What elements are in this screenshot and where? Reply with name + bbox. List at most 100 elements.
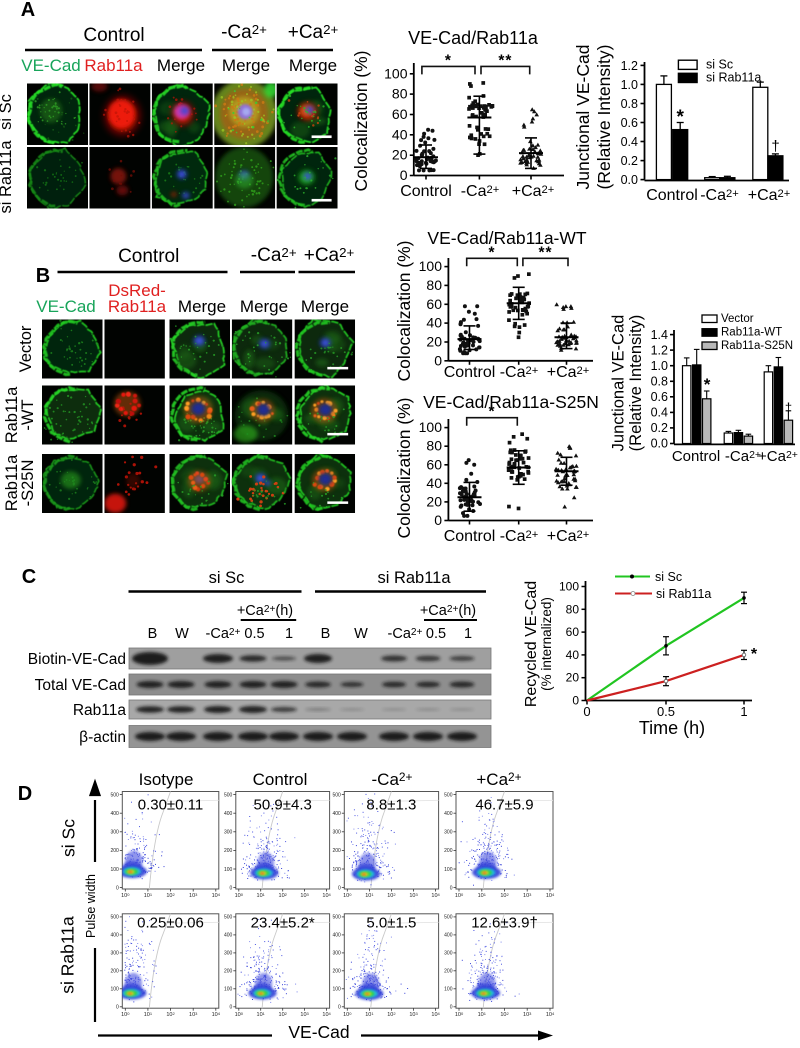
svg-text:100: 100 (343, 1011, 352, 1018)
svg-text:100: 100 (235, 1011, 244, 1018)
svg-text:Merge: Merge (178, 297, 226, 316)
svg-text:400: 400 (110, 811, 119, 817)
svg-text:100: 100 (559, 580, 579, 594)
svg-text:60: 60 (426, 296, 442, 312)
svg-text:0: 0 (434, 512, 442, 528)
svg-text:0.6: 0.6 (651, 390, 668, 404)
svg-text:si Rab11a: si Rab11a (0, 140, 15, 214)
svg-text:200: 200 (332, 848, 341, 854)
svg-text:Merge: Merge (157, 56, 205, 75)
svg-text:104: 104 (431, 892, 440, 899)
svg-text:102: 102 (387, 1011, 396, 1018)
svg-text:100: 100 (332, 867, 341, 873)
svg-text:102: 102 (166, 1011, 175, 1018)
svg-text:(Relative Intensity): (Relative Intensity) (627, 315, 645, 452)
svg-text:500: 500 (224, 792, 233, 798)
svg-text:101: 101 (478, 892, 487, 899)
svg-text:-WT: -WT (19, 399, 37, 430)
svg-text:101: 101 (365, 892, 374, 899)
svg-text:Colocalization (%): Colocalization (%) (394, 397, 414, 538)
svg-text:**: ** (498, 52, 512, 69)
svg-text:20: 20 (566, 671, 580, 685)
svg-text:Control: Control (118, 246, 179, 267)
svg-text:0.25±0.06: 0.25±0.06 (137, 914, 204, 931)
svg-text:400: 400 (444, 933, 453, 939)
svg-text:Total VE-Cad: Total VE-Cad (35, 677, 126, 694)
svg-text:1: 1 (285, 626, 293, 642)
svg-text:Rab11a-S25N: Rab11a-S25N (721, 340, 793, 352)
svg-text:60: 60 (566, 625, 580, 639)
svg-text:0.6: 0.6 (621, 116, 638, 130)
svg-text:103: 103 (409, 892, 418, 899)
svg-text:103: 103 (300, 1011, 309, 1018)
svg-text:si Rab11a: si Rab11a (58, 916, 78, 994)
svg-text:60: 60 (392, 106, 408, 122)
svg-text:*: * (445, 52, 452, 69)
svg-text:100: 100 (419, 258, 443, 274)
svg-text:+Ca2+: +Ca2+ (476, 770, 521, 789)
svg-text:500: 500 (332, 792, 341, 798)
svg-text:-S25N: -S25N (19, 460, 37, 507)
svg-text:Time (h): Time (h) (639, 718, 705, 738)
svg-text:(Relative Intensity): (Relative Intensity) (594, 45, 614, 190)
svg-text:0: 0 (450, 885, 453, 891)
svg-text:102: 102 (166, 892, 175, 899)
svg-text:23.4±5.2*: 23.4±5.2* (251, 914, 315, 931)
svg-text:1: 1 (740, 704, 747, 719)
svg-text:Colocalization (%): Colocalization (%) (394, 240, 414, 381)
svg-text:100: 100 (455, 1011, 464, 1018)
svg-text:Merge: Merge (289, 56, 337, 75)
svg-text:200: 200 (444, 969, 453, 975)
svg-text:400: 400 (110, 933, 119, 939)
svg-text:1.2: 1.2 (651, 343, 668, 357)
svg-text:Control: Control (646, 187, 698, 204)
svg-text:Junctional VE-Cad: Junctional VE-Cad (610, 315, 628, 452)
svg-text:W: W (175, 626, 189, 642)
svg-text:+Ca2+(h): +Ca2+(h) (420, 603, 476, 619)
svg-text:Merge: Merge (222, 56, 270, 75)
svg-text:Rab11a: Rab11a (84, 56, 143, 75)
svg-text:Control: Control (400, 183, 452, 200)
svg-text:80: 80 (426, 438, 442, 454)
svg-text:*: * (488, 244, 495, 261)
svg-text:0: 0 (230, 1005, 233, 1011)
svg-text:400: 400 (332, 933, 341, 939)
svg-text:0.5: 0.5 (426, 626, 446, 642)
svg-text:B: B (321, 626, 331, 642)
svg-text:300: 300 (332, 830, 341, 836)
svg-text:200: 200 (224, 969, 233, 975)
svg-text:B: B (148, 626, 158, 642)
svg-text:104: 104 (212, 1011, 221, 1018)
svg-text:0.2: 0.2 (651, 421, 668, 435)
svg-text:D: D (18, 783, 32, 805)
svg-text:80: 80 (426, 277, 442, 293)
svg-text:40: 40 (426, 475, 442, 491)
svg-text:0.2: 0.2 (621, 154, 638, 168)
svg-text:103: 103 (189, 892, 198, 899)
svg-text:103: 103 (523, 892, 532, 899)
svg-text:0: 0 (116, 885, 119, 891)
svg-text:101: 101 (257, 892, 266, 899)
svg-text:si Sc: si Sc (0, 94, 15, 130)
svg-text:103: 103 (189, 1011, 198, 1018)
svg-text:0.0: 0.0 (621, 173, 638, 187)
svg-text:200: 200 (224, 848, 233, 854)
svg-text:Rab11a: Rab11a (3, 386, 21, 443)
svg-text:Vector: Vector (17, 325, 35, 372)
svg-text:0.4: 0.4 (651, 406, 668, 420)
svg-text:0.0: 0.0 (651, 437, 668, 451)
svg-text:102: 102 (387, 892, 396, 899)
svg-text:Rab11a: Rab11a (73, 702, 127, 719)
svg-text:+Ca2+(h): +Ca2+(h) (237, 603, 293, 619)
svg-text:0.8: 0.8 (621, 97, 638, 111)
svg-text:100: 100 (444, 867, 453, 873)
svg-text:40: 40 (426, 315, 442, 331)
svg-text:si Sc: si Sc (209, 569, 245, 587)
svg-text:400: 400 (224, 811, 233, 817)
svg-text:100: 100 (419, 419, 443, 435)
svg-text:200: 200 (444, 848, 453, 854)
svg-text:104: 104 (322, 892, 331, 899)
svg-text:0.8: 0.8 (651, 375, 668, 389)
svg-text:100: 100 (384, 65, 408, 81)
svg-text:200: 200 (332, 969, 341, 975)
